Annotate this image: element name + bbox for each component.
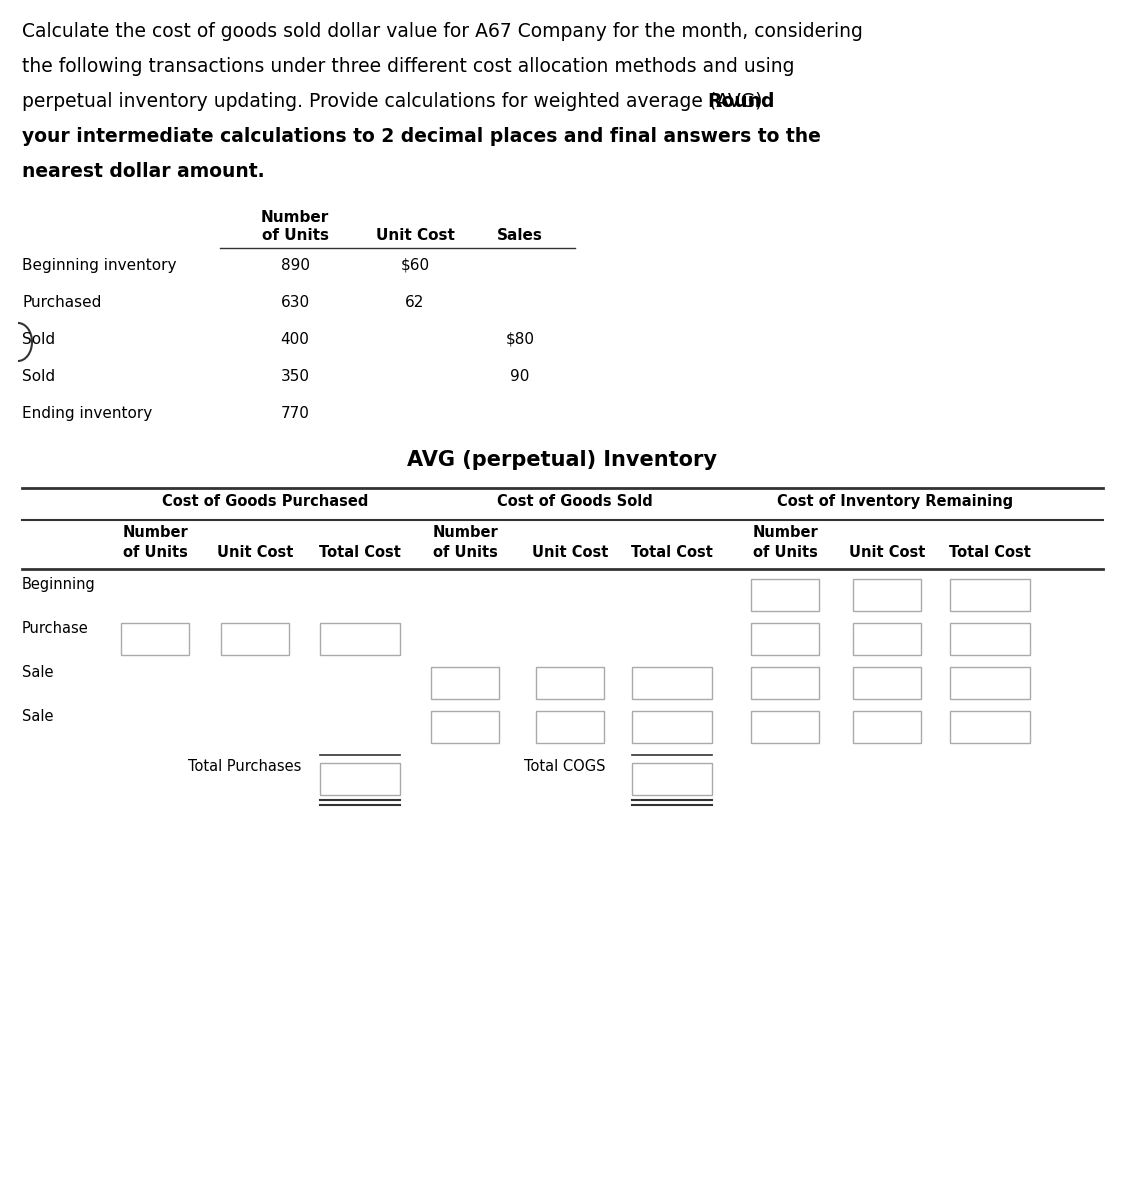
Text: Purchased: Purchased [22, 295, 101, 310]
Text: nearest dollar amount.: nearest dollar amount. [22, 162, 264, 181]
Text: of Units: of Units [261, 228, 328, 244]
Text: Beginning inventory: Beginning inventory [22, 258, 177, 273]
Text: 890: 890 [280, 258, 309, 273]
Text: Number: Number [753, 525, 818, 541]
FancyBboxPatch shape [950, 710, 1030, 742]
FancyBboxPatch shape [122, 623, 189, 655]
Text: Unit Cost: Unit Cost [217, 545, 294, 560]
Text: Sale: Sale [22, 665, 54, 680]
Text: of Units: of Units [123, 545, 188, 560]
FancyBboxPatch shape [632, 666, 712, 699]
Text: AVG (perpetual) Inventory: AVG (perpetual) Inventory [407, 450, 717, 470]
Text: 350: 350 [280, 369, 309, 384]
Text: Sold: Sold [22, 331, 55, 347]
FancyBboxPatch shape [853, 579, 921, 611]
Text: Total Cost: Total Cost [631, 545, 713, 560]
FancyBboxPatch shape [536, 710, 604, 742]
FancyBboxPatch shape [431, 666, 500, 699]
FancyBboxPatch shape [752, 666, 819, 699]
Text: your intermediate calculations to 2 decimal places and final answers to the: your intermediate calculations to 2 deci… [22, 127, 821, 146]
Text: Calculate the cost of goods sold dollar value for A67 Company for the month, con: Calculate the cost of goods sold dollar … [22, 23, 863, 42]
FancyBboxPatch shape [319, 763, 400, 795]
Text: perpetual inventory updating. Provide calculations for weighted average (AVG).: perpetual inventory updating. Provide ca… [22, 91, 774, 110]
Text: Total COGS: Total COGS [524, 759, 605, 775]
Text: Beginning: Beginning [22, 577, 96, 592]
Text: Number: Number [432, 525, 498, 541]
Text: of Units: of Units [753, 545, 818, 560]
Text: Unit Cost: Unit Cost [376, 228, 454, 244]
FancyBboxPatch shape [950, 666, 1030, 699]
Text: Ending inventory: Ending inventory [22, 406, 152, 421]
Text: Number: Number [123, 525, 188, 541]
FancyBboxPatch shape [632, 763, 712, 795]
Text: the following transactions under three different cost allocation methods and usi: the following transactions under three d… [22, 57, 794, 76]
FancyBboxPatch shape [853, 623, 921, 655]
Text: of Units: of Units [432, 545, 497, 560]
Text: Cost of Inventory Remaining: Cost of Inventory Remaining [777, 494, 1014, 508]
Text: Unit Cost: Unit Cost [849, 545, 925, 560]
FancyBboxPatch shape [853, 666, 921, 699]
Text: Purchase: Purchase [22, 621, 89, 636]
Text: 62: 62 [405, 295, 425, 310]
Text: Number: Number [261, 210, 330, 225]
Text: 400: 400 [280, 331, 309, 347]
Text: Unit Cost: Unit Cost [532, 545, 609, 560]
FancyBboxPatch shape [950, 623, 1030, 655]
Text: Round: Round [706, 91, 774, 110]
Text: 630: 630 [280, 295, 309, 310]
FancyBboxPatch shape [752, 623, 819, 655]
Text: Cost of Goods Purchased: Cost of Goods Purchased [162, 494, 368, 508]
FancyBboxPatch shape [220, 623, 289, 655]
Text: Sold: Sold [22, 369, 55, 384]
FancyBboxPatch shape [632, 710, 712, 742]
Text: Sale: Sale [22, 709, 54, 723]
Text: $60: $60 [400, 258, 430, 273]
Text: Total Cost: Total Cost [319, 545, 400, 560]
Text: 90: 90 [511, 369, 530, 384]
FancyBboxPatch shape [319, 623, 400, 655]
Text: Total Purchases: Total Purchases [188, 759, 302, 775]
Text: Sales: Sales [497, 228, 543, 244]
FancyBboxPatch shape [752, 579, 819, 611]
Text: Cost of Goods Sold: Cost of Goods Sold [497, 494, 652, 508]
FancyBboxPatch shape [752, 710, 819, 742]
Text: Total Cost: Total Cost [950, 545, 1030, 560]
FancyBboxPatch shape [431, 710, 500, 742]
Text: 770: 770 [280, 406, 309, 421]
FancyBboxPatch shape [950, 579, 1030, 611]
FancyBboxPatch shape [536, 666, 604, 699]
FancyBboxPatch shape [853, 710, 921, 742]
Text: $80: $80 [505, 331, 534, 347]
